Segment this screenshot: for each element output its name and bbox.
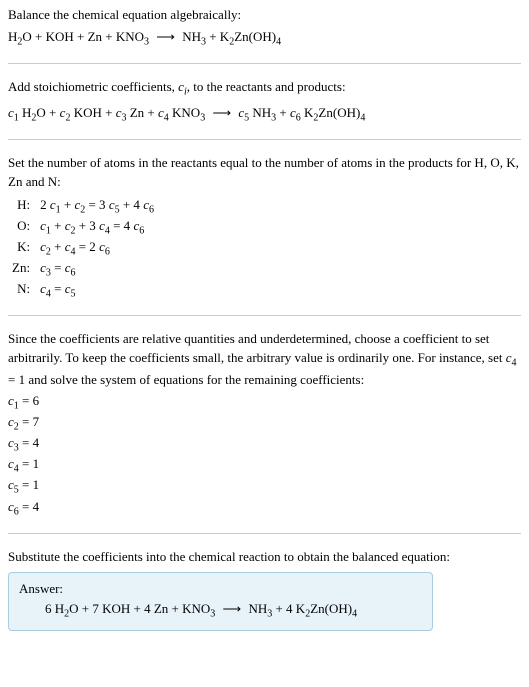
list-item: c6 = 4 — [8, 498, 521, 519]
atom-balance-table: H: 2 c1 + c2 = 3 c5 + 4 c6 O: c1 + c2 + … — [8, 196, 158, 301]
table-row: K: c2 + c4 = 2 c6 — [8, 238, 158, 259]
stoich-equation: c1 H2O + c2 KOH + c3 Zn + c4 KNO3 ⟶ c5 N… — [8, 103, 521, 126]
substitute-text: Substitute the coefficients into the che… — [8, 548, 521, 567]
atom-label: O: — [8, 217, 36, 238]
arbitrary-section: Since the coefficients are relative quan… — [8, 330, 521, 518]
atom-label: H: — [8, 196, 36, 217]
arbitrary-text: Since the coefficients are relative quan… — [8, 330, 521, 390]
atom-label: N: — [8, 280, 36, 301]
answer-box: Answer: 6 H2O + 7 KOH + 4 Zn + KNO3 ⟶ NH… — [8, 572, 433, 631]
atoms-section: Set the number of atoms in the reactants… — [8, 154, 521, 301]
eq-lhs: H2O + KOH + Zn + KNO3 — [8, 29, 149, 44]
divider — [8, 139, 521, 140]
intro-section: Balance the chemical equation algebraica… — [8, 6, 521, 49]
arrow-icon: ⟶ — [156, 27, 175, 47]
coefficient-list: c1 = 6 c2 = 7 c3 = 4 c4 = 1 c5 = 1 c6 = … — [8, 392, 521, 519]
list-item: c1 = 6 — [8, 392, 521, 413]
atom-equation: c4 = c5 — [36, 280, 158, 301]
eq-rhs: NH3 + K2Zn(OH)4 — [182, 29, 281, 44]
divider — [8, 315, 521, 316]
arrow-icon: ⟶ — [223, 601, 242, 617]
atom-label: K: — [8, 238, 36, 259]
answer-equation: 6 H2O + 7 KOH + 4 Zn + KNO3 ⟶ NH3 + 4 K2… — [19, 601, 422, 620]
stoich-text: Add stoichiometric coefficients, ci, to … — [8, 78, 521, 100]
atom-equation: c3 = c6 — [36, 259, 158, 280]
divider — [8, 533, 521, 534]
list-item: c3 = 4 — [8, 434, 521, 455]
intro-equation: H2O + KOH + Zn + KNO3 ⟶ NH3 + K2Zn(OH)4 — [8, 27, 521, 50]
substitute-section: Substitute the coefficients into the che… — [8, 548, 521, 631]
atoms-text: Set the number of atoms in the reactants… — [8, 154, 521, 192]
divider — [8, 63, 521, 64]
table-row: Zn: c3 = c6 — [8, 259, 158, 280]
list-item: c4 = 1 — [8, 455, 521, 476]
answer-label: Answer: — [19, 581, 422, 597]
list-item: c5 = 1 — [8, 476, 521, 497]
document-container: Balance the chemical equation algebraica… — [0, 0, 529, 637]
arrow-icon: ⟶ — [212, 103, 231, 123]
intro-text: Balance the chemical equation algebraica… — [8, 6, 521, 25]
atom-label: Zn: — [8, 259, 36, 280]
table-row: O: c1 + c2 + 3 c4 = 4 c6 — [8, 217, 158, 238]
table-row: H: 2 c1 + c2 = 3 c5 + 4 c6 — [8, 196, 158, 217]
stoich-section: Add stoichiometric coefficients, ci, to … — [8, 78, 521, 125]
list-item: c2 = 7 — [8, 413, 521, 434]
atom-equation: 2 c1 + c2 = 3 c5 + 4 c6 — [36, 196, 158, 217]
table-row: N: c4 = c5 — [8, 280, 158, 301]
atom-equation: c2 + c4 = 2 c6 — [36, 238, 158, 259]
atom-equation: c1 + c2 + 3 c4 = 4 c6 — [36, 217, 158, 238]
